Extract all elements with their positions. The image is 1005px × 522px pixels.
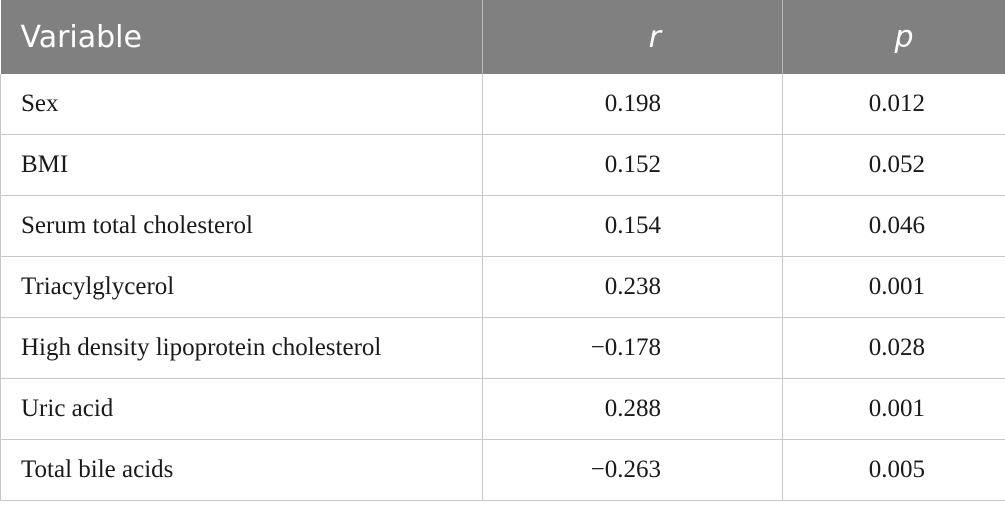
cell-variable: Uric acid <box>0 378 483 440</box>
correlation-table: Variable r p Sex 0.198 0.012 BMI 0.152 0… <box>0 0 1005 501</box>
header-variable: Variable <box>0 0 483 74</box>
table-row: Triacylglycerol 0.238 0.001 <box>0 256 1005 318</box>
cell-variable: Triacylglycerol <box>0 256 483 318</box>
header-p: p <box>782 0 1005 74</box>
cell-p: 0.012 <box>782 74 1005 135</box>
cell-variable: Total bile acids <box>0 439 483 501</box>
table-row: Sex 0.198 0.012 <box>0 74 1005 135</box>
cell-r: −0.263 <box>482 439 783 501</box>
cell-r: −0.178 <box>482 317 783 379</box>
cell-r: 0.152 <box>482 134 783 196</box>
cell-p: 0.052 <box>782 134 1005 196</box>
table-row: High density lipoprotein cholesterol −0.… <box>0 317 1005 379</box>
cell-r: 0.288 <box>482 378 783 440</box>
cell-r: 0.154 <box>482 195 783 257</box>
cell-p: 0.028 <box>782 317 1005 379</box>
header-row: Variable r p <box>0 0 1005 74</box>
cell-p: 0.005 <box>782 439 1005 501</box>
cell-variable: Serum total cholesterol <box>0 195 483 257</box>
cell-variable: High density lipoprotein cholesterol <box>0 317 483 379</box>
cell-r: 0.238 <box>482 256 783 318</box>
table-row: Uric acid 0.288 0.001 <box>0 378 1005 440</box>
cell-variable: BMI <box>0 134 483 196</box>
cell-p: 0.001 <box>782 378 1005 440</box>
cell-variable: Sex <box>0 74 483 135</box>
table-row: BMI 0.152 0.052 <box>0 134 1005 196</box>
table-row: Total bile acids −0.263 0.005 <box>0 439 1005 501</box>
cell-p: 0.046 <box>782 195 1005 257</box>
table-row: Serum total cholesterol 0.154 0.046 <box>0 195 1005 257</box>
cell-p: 0.001 <box>782 256 1005 318</box>
cell-r: 0.198 <box>482 74 783 135</box>
header-r: r <box>482 0 783 74</box>
